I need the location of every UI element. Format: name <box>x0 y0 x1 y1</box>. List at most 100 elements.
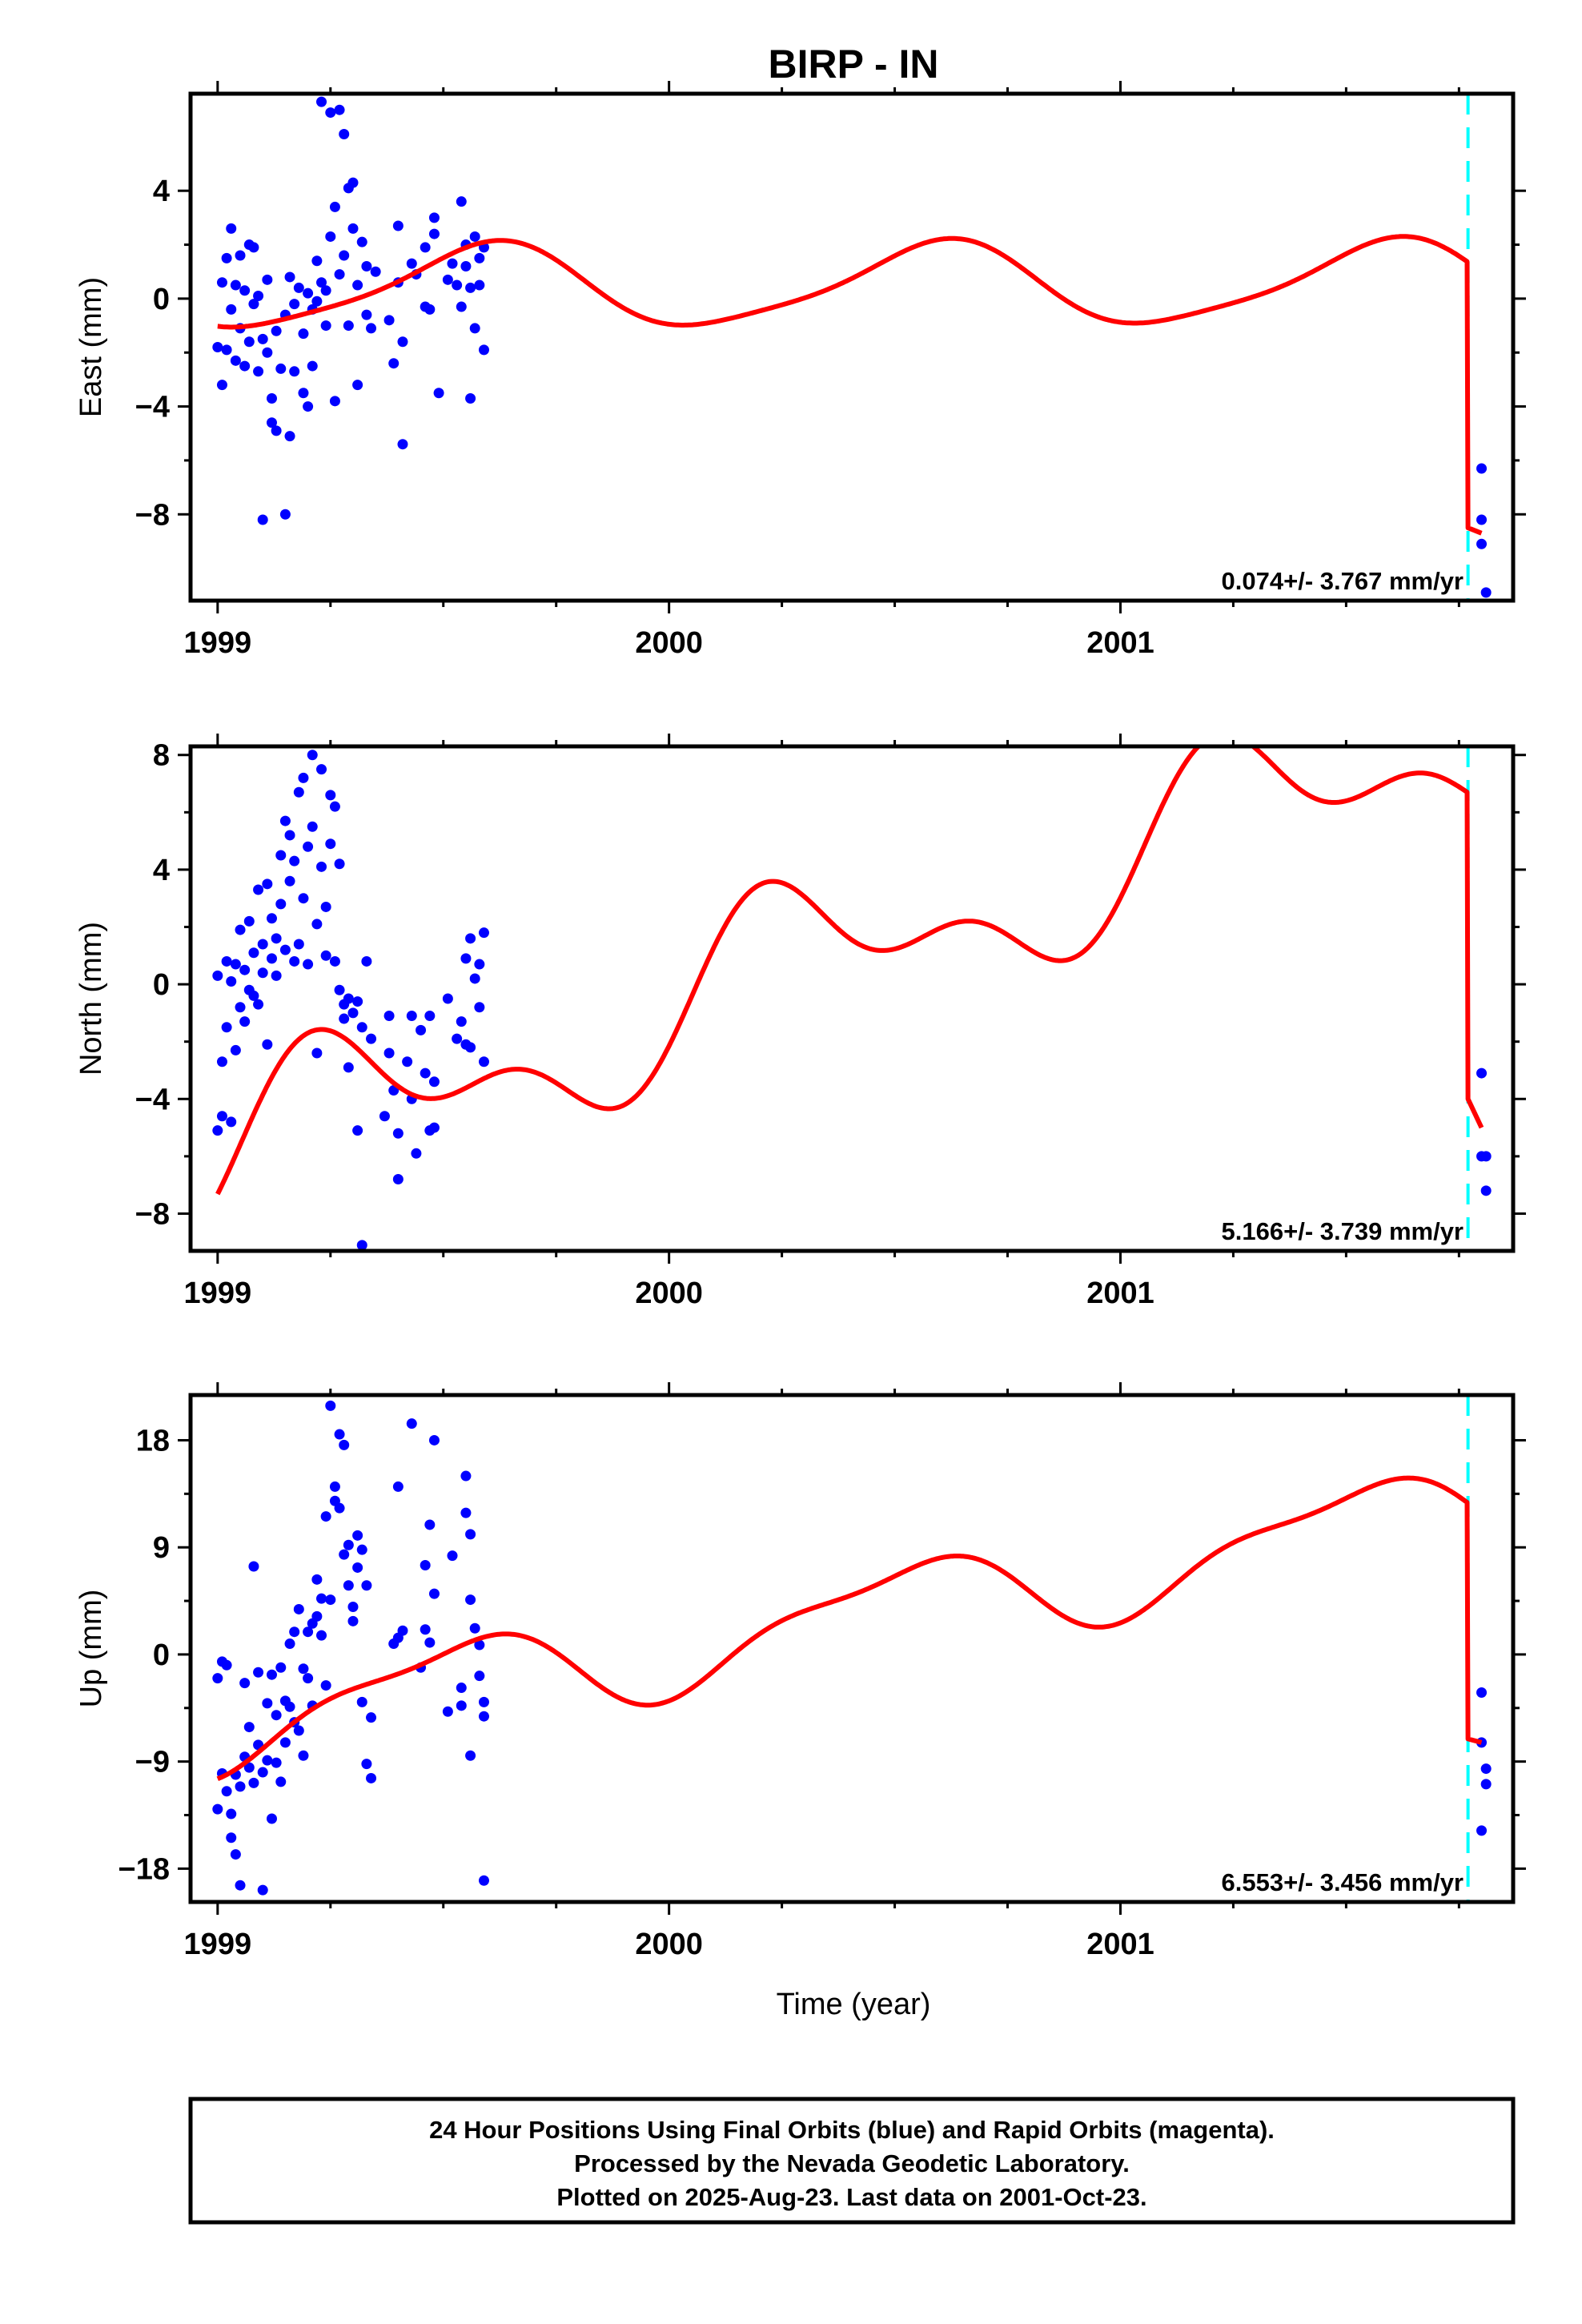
data-point <box>293 939 304 950</box>
data-points <box>212 96 1492 598</box>
y-tick-label: 0 <box>153 1638 170 1672</box>
data-point <box>235 1880 246 1891</box>
data-point <box>469 973 480 984</box>
data-point <box>456 1700 467 1711</box>
data-point <box>298 328 309 340</box>
x-tick-label: 1999 <box>184 626 252 660</box>
data-point <box>347 1601 359 1612</box>
data-point <box>442 993 453 1004</box>
data-point <box>293 1725 304 1736</box>
data-point <box>397 336 408 348</box>
data-point <box>1476 538 1488 549</box>
data-point <box>248 990 259 1001</box>
data-point <box>361 1580 372 1591</box>
footer-line-2: Processed by the Nevada Geodetic Laborat… <box>574 2149 1130 2177</box>
data-point <box>460 260 472 271</box>
data-point <box>474 1671 485 1682</box>
data-point <box>456 1016 467 1027</box>
data-points <box>212 1400 1492 1896</box>
data-point <box>230 1849 241 1860</box>
data-point <box>248 947 259 959</box>
data-point <box>271 1710 282 1721</box>
data-point <box>212 1125 223 1136</box>
data-point <box>356 1696 367 1707</box>
data-point <box>334 269 345 280</box>
data-point <box>347 223 359 234</box>
data-point <box>279 815 291 826</box>
plot-frame <box>188 744 1516 1253</box>
data-point <box>226 1808 237 1819</box>
data-point <box>334 1429 345 1440</box>
data-point <box>230 959 241 970</box>
data-point <box>361 1759 372 1770</box>
data-point <box>235 1002 246 1013</box>
data-point <box>248 242 259 253</box>
x-tick-label: 2001 <box>1086 1928 1154 1961</box>
data-point <box>343 1580 354 1591</box>
data-point <box>316 1593 327 1604</box>
data-point <box>262 274 273 285</box>
data-point <box>257 333 268 344</box>
data-point <box>266 417 277 428</box>
plot-frame <box>188 91 1516 603</box>
data-point <box>428 1434 440 1445</box>
data-point <box>253 999 264 1010</box>
data-point <box>262 1698 273 1709</box>
data-point <box>289 955 300 967</box>
data-point <box>474 1002 485 1013</box>
data-point <box>1480 1151 1492 1162</box>
data-point <box>424 1519 436 1530</box>
data-point <box>284 431 295 442</box>
data-point <box>262 1755 273 1766</box>
data-point <box>469 323 480 334</box>
data-point <box>239 360 251 372</box>
data-point <box>279 1737 291 1748</box>
data-point <box>366 323 377 334</box>
data-point <box>334 104 345 115</box>
data-point <box>465 1750 476 1761</box>
data-point <box>266 913 277 924</box>
y-tick-label: 4 <box>153 854 170 887</box>
x-ticks: 1999 2000 2001 <box>184 734 1460 1310</box>
data-point <box>311 919 323 930</box>
y-tick-label: 8 <box>153 739 170 773</box>
data-point <box>248 1561 259 1572</box>
y-ticks: −8 −4 0 4 <box>135 175 1526 532</box>
data-point <box>279 509 291 520</box>
data-point <box>248 299 259 310</box>
data-point <box>352 1125 363 1136</box>
data-point <box>325 790 336 801</box>
data-point <box>311 296 323 307</box>
footer-box: 24 Hour Positions Using Final Orbits (bl… <box>188 2097 1516 2225</box>
data-point <box>465 1594 476 1606</box>
data-point <box>1476 463 1488 474</box>
data-point <box>1476 1068 1488 1079</box>
data-point <box>303 401 314 412</box>
data-point <box>275 1776 287 1787</box>
east-panel: 1999 2000 2001 −8 −4 0 4 East (mm) 0.074+/- 3.76… <box>74 81 1526 660</box>
data-point <box>388 358 400 369</box>
data-point <box>392 1128 404 1139</box>
data-point <box>460 1507 472 1518</box>
data-point <box>361 260 372 271</box>
data-point <box>320 1511 331 1522</box>
data-point <box>212 342 223 352</box>
data-point <box>474 959 485 970</box>
data-point <box>469 231 480 242</box>
data-point <box>212 970 223 981</box>
data-point <box>253 884 264 895</box>
data-point <box>320 285 331 296</box>
data-point <box>343 320 354 332</box>
data-point <box>262 347 273 358</box>
data-point <box>216 277 227 288</box>
data-point <box>383 1010 395 1021</box>
data-point <box>456 301 467 312</box>
data-point <box>284 1638 295 1650</box>
data-point <box>275 363 287 374</box>
data-point <box>239 285 251 296</box>
x-tick-label: 1999 <box>184 1277 252 1310</box>
data-point <box>325 1594 336 1606</box>
data-point <box>253 1667 264 1678</box>
data-point <box>1480 1185 1492 1196</box>
data-point <box>478 1056 489 1068</box>
